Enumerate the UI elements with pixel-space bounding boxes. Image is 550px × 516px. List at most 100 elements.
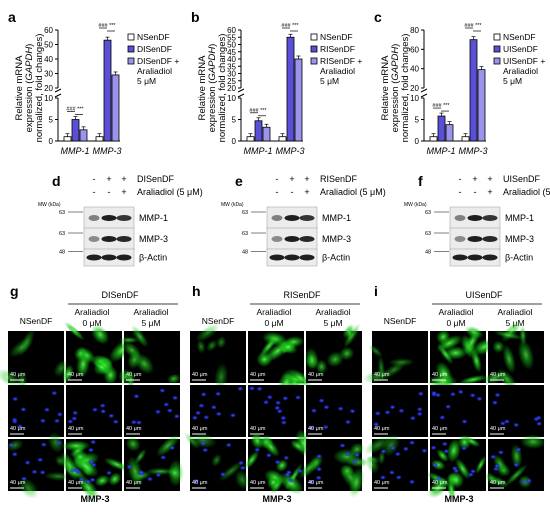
green-signal	[349, 442, 365, 456]
green-signal	[43, 471, 73, 481]
green-signal	[437, 344, 454, 365]
chart-panel-a: a Relative mRNAexpression (GAPDH)normaliz…	[8, 9, 179, 156]
scale-label: 40 μm	[374, 426, 390, 432]
blot-band	[299, 215, 315, 221]
nucleus	[71, 416, 78, 421]
mw-marker: 48	[59, 250, 65, 256]
nucleus	[72, 410, 79, 416]
nucleus	[441, 441, 448, 447]
nucleus	[159, 388, 166, 393]
mw-marker: 48	[242, 250, 248, 256]
axis-break-mark	[420, 93, 428, 98]
nucleus	[315, 475, 322, 481]
green-signal	[214, 363, 229, 392]
legend-swatch	[310, 57, 318, 65]
nucleus	[203, 415, 210, 420]
nucleus	[417, 391, 424, 397]
green-signal	[195, 323, 220, 342]
image-tile: 40 μm	[124, 385, 180, 437]
nucleus	[155, 472, 162, 478]
group-label: RISenDF	[283, 290, 321, 300]
nucleus	[55, 440, 62, 446]
image-tile: 40 μm	[426, 434, 487, 501]
nucleus	[210, 404, 217, 410]
nucleus	[200, 441, 207, 446]
bar	[477, 69, 486, 142]
nucleus	[536, 421, 543, 427]
nucleus	[416, 406, 423, 412]
nucleus	[12, 396, 19, 402]
image-tile: 40 μm	[488, 385, 544, 437]
axis-break-mark	[237, 88, 245, 93]
blot-band	[467, 215, 483, 221]
nucleus	[230, 413, 237, 418]
nucleus	[69, 468, 76, 473]
nucleus	[443, 448, 450, 454]
y-axis-label-line3: normalized, fold changes)	[400, 34, 411, 143]
nucleus	[266, 394, 273, 400]
y-axis-label-close: )	[390, 44, 401, 47]
nucleus	[195, 410, 202, 416]
scale-label: 40 μm	[68, 480, 84, 486]
blot-band	[482, 254, 498, 261]
treatment-label: DISenDF	[137, 174, 175, 184]
nucleus	[430, 445, 437, 451]
scale-label: 40 μm	[374, 372, 390, 378]
column-label: Araliadiol	[75, 307, 110, 317]
mw-marker: 63	[242, 231, 248, 237]
image-tile: 40 μm	[124, 434, 184, 491]
green-signal	[196, 339, 206, 354]
y-tick-label: 5	[232, 116, 237, 125]
green-signal	[340, 464, 354, 478]
axis-break-mark	[237, 93, 245, 98]
scale-label: 40 μm	[192, 480, 208, 486]
nucleus	[91, 407, 98, 413]
scale-label: 40 μm	[192, 372, 208, 378]
image-tile: 40 μm	[66, 385, 122, 437]
y-axis-label-line3: normalized, fold changes)	[34, 34, 45, 143]
green-signal	[167, 466, 181, 479]
legend-swatch	[493, 45, 501, 53]
column-label: Araliadiol	[316, 307, 351, 317]
y-axis-label-line2: expression (	[24, 80, 35, 133]
legend-label: 5 μM	[503, 76, 522, 86]
nucleus	[90, 439, 97, 445]
nucleus	[248, 386, 255, 391]
blot-band	[86, 254, 102, 261]
y-tick-label: 45	[227, 48, 236, 57]
nucleus	[276, 408, 283, 414]
y-tick-label: 20	[227, 84, 236, 93]
nucleus	[193, 478, 200, 484]
nucleus	[130, 419, 137, 425]
nucleus	[51, 390, 58, 396]
nucleus	[146, 476, 153, 482]
legend-label: DISenDF +	[137, 56, 179, 66]
scale-label: 40 μm	[68, 426, 84, 432]
legend-swatch	[127, 57, 135, 65]
green-signal	[520, 434, 546, 449]
image-tile: 40 μm	[118, 325, 181, 390]
nucleus	[202, 447, 209, 453]
nucleus	[105, 470, 112, 476]
mw-label: MW (kDa)	[38, 202, 61, 208]
nucleus	[308, 425, 315, 431]
band-label: MMP-1	[505, 213, 534, 223]
green-signal	[346, 326, 354, 341]
green-signal	[489, 475, 509, 488]
nucleus	[439, 415, 446, 420]
y-tick-label: 40	[410, 65, 419, 74]
nucleus	[40, 442, 47, 447]
nucleus	[421, 448, 428, 454]
sign: +	[304, 187, 309, 197]
scale-label: 40 μm	[374, 480, 390, 486]
sign: +	[289, 174, 294, 184]
nucleus	[316, 466, 323, 472]
nucleus	[395, 475, 402, 480]
legend-swatch	[493, 33, 501, 41]
scale-label: 40 μm	[10, 372, 26, 378]
legend-label: RISenDF +	[320, 56, 362, 66]
nucleus	[198, 403, 205, 408]
